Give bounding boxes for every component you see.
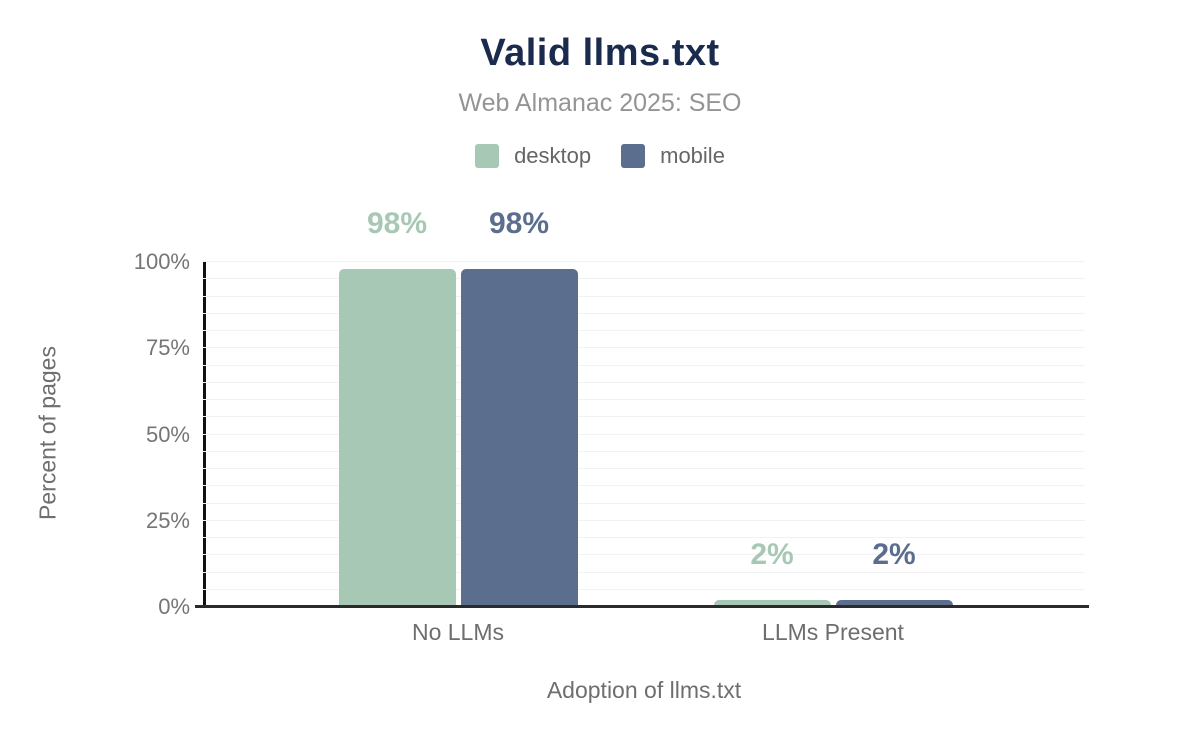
- x-axis-title: Adoption of llms.txt: [546, 677, 742, 703]
- gridline: [203, 364, 1085, 366]
- legend-item-desktop: desktop: [475, 143, 591, 169]
- bar-desktop-llms-present[interactable]: [713, 600, 831, 607]
- bar-mobile-llms-present[interactable]: [835, 600, 953, 607]
- gridline: [203, 330, 1085, 331]
- y-tick-label: 0%: [158, 594, 190, 619]
- gridline: [203, 312, 1085, 314]
- gridline: [203, 588, 1085, 590]
- x-axis-line: [195, 605, 1089, 608]
- legend-item-mobile: mobile: [621, 143, 725, 169]
- legend-swatch-desktop: [475, 144, 500, 168]
- legend-label-mobile: mobile: [660, 143, 725, 168]
- value-label-mobile-1: 2%: [872, 538, 916, 572]
- bar-mobile-no-llms[interactable]: [460, 268, 578, 607]
- x-tick-label-0: No LLMs: [411, 619, 505, 645]
- y-tick-label: 50%: [145, 421, 190, 447]
- gridline: [203, 399, 1085, 400]
- legend-label-desktop: desktop: [514, 143, 592, 168]
- chart-title: Valid llms.txt: [480, 32, 720, 74]
- gridline: [203, 485, 1085, 487]
- y-axis-title: Percent of pages: [34, 346, 61, 520]
- gridline: [203, 278, 1085, 280]
- gridline: [203, 519, 1085, 521]
- value-label-desktop-1: 2%: [750, 538, 794, 572]
- gridline: [203, 554, 1085, 556]
- bar-desktop-no-llms[interactable]: [338, 268, 456, 607]
- gridline: [203, 571, 1085, 573]
- legend: desktop mobile: [0, 143, 1200, 169]
- gridline: [203, 381, 1085, 383]
- gridline: [203, 347, 1085, 349]
- y-tick-label: 75%: [145, 335, 190, 361]
- gridline: [203, 416, 1085, 418]
- chart-subtitle: Web Almanac 2025: SEO: [458, 89, 742, 117]
- y-tick-label: 100%: [133, 249, 190, 274]
- gridline: [203, 261, 1085, 262]
- y-axis-line: [203, 262, 206, 607]
- y-tick-label: 25%: [145, 507, 190, 533]
- gridline: [203, 433, 1085, 435]
- legend-swatch-mobile: [621, 144, 646, 168]
- x-tick-label-1: LLMs Present: [762, 619, 904, 645]
- gridline: [203, 502, 1085, 504]
- gridline: [203, 295, 1085, 297]
- gridline: [203, 450, 1085, 452]
- value-label-mobile-0: 98%: [488, 206, 550, 240]
- gridline: [203, 537, 1085, 538]
- value-label-desktop-0: 98%: [366, 206, 428, 240]
- gridline: [203, 468, 1085, 469]
- plot-area: 98% 98% 2% 2%: [203, 207, 1085, 607]
